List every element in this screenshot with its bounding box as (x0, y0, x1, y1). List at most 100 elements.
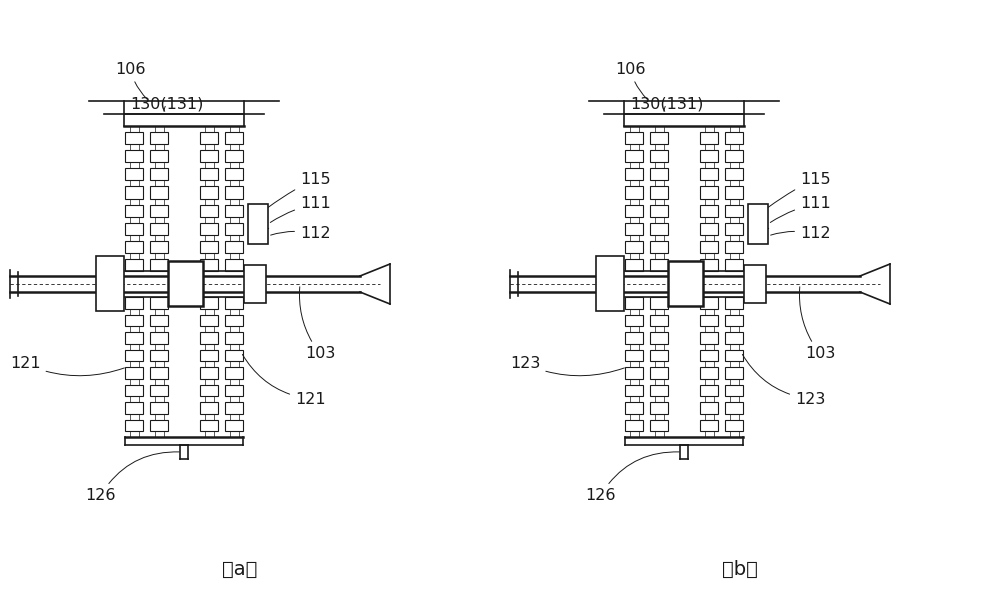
Bar (225, 350, 243, 361)
Bar (225, 367, 243, 379)
Bar (225, 241, 243, 253)
Bar (725, 350, 743, 361)
Bar (650, 169, 668, 181)
Bar (200, 150, 218, 162)
Bar (700, 169, 718, 181)
Bar (225, 332, 243, 344)
Bar (225, 420, 243, 431)
Bar (748, 204, 768, 244)
Bar (200, 350, 218, 361)
Bar (625, 223, 643, 235)
Bar (725, 259, 743, 271)
Bar (200, 241, 218, 253)
Bar (150, 259, 168, 271)
Bar (125, 385, 143, 396)
Bar (625, 259, 643, 271)
Bar (200, 205, 218, 217)
Bar (225, 169, 243, 181)
Bar (244, 265, 266, 303)
Bar (125, 169, 143, 181)
Bar (150, 223, 168, 235)
Bar (225, 297, 243, 309)
Text: 115: 115 (268, 172, 331, 207)
Bar (725, 420, 743, 431)
Bar (125, 332, 143, 344)
Bar (125, 241, 143, 253)
Bar (200, 420, 218, 431)
Bar (725, 187, 743, 199)
Text: 106: 106 (115, 62, 147, 99)
Bar (125, 402, 143, 414)
Text: 103: 103 (299, 287, 335, 362)
Bar (225, 132, 243, 144)
Bar (725, 315, 743, 326)
Bar (96, 256, 124, 311)
Bar (725, 169, 743, 181)
Bar (225, 223, 243, 235)
Bar (150, 367, 168, 379)
Bar (650, 297, 668, 309)
Bar (200, 402, 218, 414)
Bar (150, 385, 168, 396)
Text: 121: 121 (242, 355, 326, 406)
Bar (650, 367, 668, 379)
Bar (596, 256, 624, 311)
Bar (200, 132, 218, 144)
Text: 123: 123 (742, 355, 825, 406)
Text: 106: 106 (615, 62, 647, 99)
Bar (700, 297, 718, 309)
Bar (150, 297, 168, 309)
Bar (200, 297, 218, 309)
Bar (200, 367, 218, 379)
Bar (700, 187, 718, 199)
Bar (625, 205, 643, 217)
Bar (725, 367, 743, 379)
Bar (225, 315, 243, 326)
Text: 121: 121 (10, 356, 124, 376)
Bar (125, 187, 143, 199)
Text: 111: 111 (770, 196, 831, 222)
Bar (650, 187, 668, 199)
Bar (625, 187, 643, 199)
Bar (650, 205, 668, 217)
Bar (150, 169, 168, 181)
Bar (625, 150, 643, 162)
Bar (700, 150, 718, 162)
Bar (225, 402, 243, 414)
Bar (625, 350, 643, 361)
Bar (625, 420, 643, 431)
Bar (625, 402, 643, 414)
Bar (725, 223, 743, 235)
Bar (225, 187, 243, 199)
Bar (650, 315, 668, 326)
Bar (700, 223, 718, 235)
Bar (625, 297, 643, 309)
Bar (625, 132, 643, 144)
Bar (650, 150, 668, 162)
Bar (225, 385, 243, 396)
Bar (650, 241, 668, 253)
Bar (200, 332, 218, 344)
Text: 126: 126 (85, 452, 179, 504)
Bar (725, 402, 743, 414)
Bar (650, 259, 668, 271)
Bar (200, 259, 218, 271)
Bar (125, 315, 143, 326)
Bar (125, 132, 143, 144)
Bar (700, 205, 718, 217)
Text: （b）: （b） (722, 559, 758, 579)
Bar (625, 169, 643, 181)
Bar (700, 402, 718, 414)
Bar (700, 241, 718, 253)
Bar (150, 315, 168, 326)
Bar (625, 315, 643, 326)
Bar (200, 385, 218, 396)
Bar (725, 205, 743, 217)
Bar (125, 297, 143, 309)
Bar (725, 385, 743, 396)
Text: 112: 112 (271, 226, 331, 242)
Bar (125, 205, 143, 217)
Text: 112: 112 (771, 226, 831, 242)
Bar (168, 261, 203, 306)
Text: （a）: （a） (222, 559, 258, 579)
